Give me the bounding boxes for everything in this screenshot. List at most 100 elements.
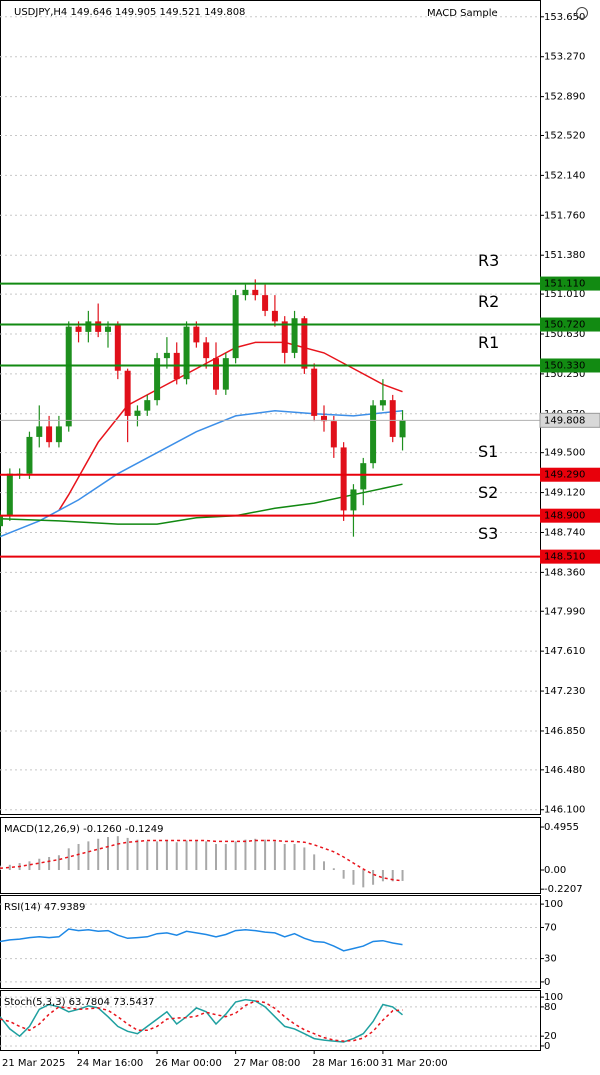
macd-bar: [156, 841, 159, 871]
macd-bar: [97, 838, 100, 871]
candle-body: [281, 321, 288, 353]
y-tick-label: 146.850: [544, 726, 585, 737]
candle-body: [183, 326, 190, 380]
candle-body: [134, 410, 141, 416]
y-tick-label: 80: [544, 1002, 557, 1013]
y-tick-label: 147.990: [544, 606, 585, 617]
macd-bar: [244, 839, 247, 871]
level-tag-label: 148.510: [544, 552, 585, 563]
candle-body: [379, 400, 386, 406]
y-tick-label: 0: [544, 1041, 550, 1052]
y-tick-label: 149.120: [544, 488, 585, 499]
macd-bar: [8, 864, 11, 871]
macd-bar: [48, 856, 51, 871]
y-tick-label: 148.360: [544, 567, 585, 578]
macd-bar: [205, 841, 208, 871]
level-name: R1: [478, 333, 499, 352]
candle-body: [36, 426, 43, 437]
y-tick-label: 152.520: [544, 130, 585, 141]
candle-body: [262, 295, 269, 311]
level-tag-label: 148.900: [544, 511, 585, 522]
candle-body: [311, 368, 318, 416]
stoch-title: Stoch(5,3,3) 63.7804 73.5437: [4, 997, 155, 1008]
macd-bar: [57, 855, 60, 871]
x-tick-label: 31 Mar 20:00: [381, 1058, 448, 1069]
level-tag-label: 151.110: [544, 279, 585, 290]
candle-body: [330, 421, 337, 448]
y-tick-label: 0: [544, 977, 550, 988]
macd-bar: [352, 870, 355, 885]
candle-body: [399, 420, 406, 438]
candle-body: [213, 358, 219, 390]
candle-body: [232, 295, 239, 359]
marks: 153.650 153.270 152.890 152.520 152.140 151.7…: [0, 12, 600, 1069]
level-tag: [540, 467, 600, 482]
y-tick-label: 149.500: [544, 448, 585, 459]
candle-body: [163, 352, 170, 359]
y-tick-label: 153.270: [544, 52, 585, 63]
macd-bar: [136, 839, 139, 871]
macd-bar: [224, 843, 227, 871]
level-tag: [540, 358, 600, 373]
stoch-panel: [0, 990, 541, 1051]
candle-body: [340, 447, 347, 511]
y-tick-label: 146.480: [544, 765, 585, 776]
macd-signal: [0, 839, 403, 882]
macd-bar: [332, 868, 335, 871]
y-tick-label: 150.630: [544, 329, 585, 340]
candle-body: [203, 342, 210, 359]
macd-bar: [391, 870, 394, 882]
macd-bar: [185, 840, 188, 871]
current-price-label: 149.808: [544, 415, 585, 426]
candle-body: [65, 326, 72, 427]
candle-body: [252, 289, 259, 296]
level-tag: [540, 317, 600, 332]
x-tick-label: 28 Mar 16:00: [312, 1058, 379, 1069]
macd-bar: [234, 841, 237, 871]
macd-bar: [107, 837, 109, 871]
candle-body: [46, 426, 53, 443]
y-tick-label: 150.250: [544, 369, 585, 380]
level-name: S3: [478, 524, 498, 543]
candle-body: [321, 415, 327, 422]
level-name: R3: [478, 251, 499, 270]
macd-bar: [313, 854, 316, 871]
x-tick-label: 27 Mar 08:00: [234, 1058, 301, 1069]
level-name: R2: [478, 292, 499, 311]
indicator-label: MACD Sample: [427, 8, 498, 19]
y-tick-label: 147.230: [544, 686, 585, 697]
macd-bar: [38, 858, 41, 871]
candle-body: [350, 489, 357, 511]
macd-bar: [293, 843, 296, 871]
macd-bar: [77, 843, 80, 871]
candle-body: [301, 318, 308, 369]
candle-body: [26, 436, 33, 474]
macd-bar: [28, 861, 31, 871]
macd-panel: [0, 817, 541, 894]
macd-bar: [195, 840, 198, 871]
chart-title: USDJPY,H4 149.646 149.905 149.521 149.80…: [14, 7, 245, 18]
macd-bar: [283, 843, 286, 871]
y-tick-label: 148.740: [544, 527, 585, 538]
candle-body: [242, 289, 249, 296]
candle-body: [360, 463, 367, 490]
y-tick-label: 100: [544, 992, 563, 1003]
macd-bar: [323, 861, 325, 871]
y-tick-label: 20: [544, 1031, 557, 1042]
candle-body: [144, 400, 151, 411]
level-tag-label: 150.720: [544, 320, 585, 331]
macd-bar: [342, 870, 345, 879]
candle-body: [291, 318, 298, 353]
y-tick-label: 152.140: [544, 170, 585, 181]
macd-bar: [264, 839, 267, 871]
candle-body: [85, 321, 92, 332]
level-tag: [540, 549, 600, 564]
x-tick-label: 24 Mar 16:00: [77, 1058, 144, 1069]
candle-body: [222, 358, 229, 390]
y-tick-label: 153.650: [544, 12, 585, 23]
level-tag: [540, 508, 600, 523]
indicator-line: [0, 1000, 403, 1042]
indicator-icon: [576, 7, 588, 19]
